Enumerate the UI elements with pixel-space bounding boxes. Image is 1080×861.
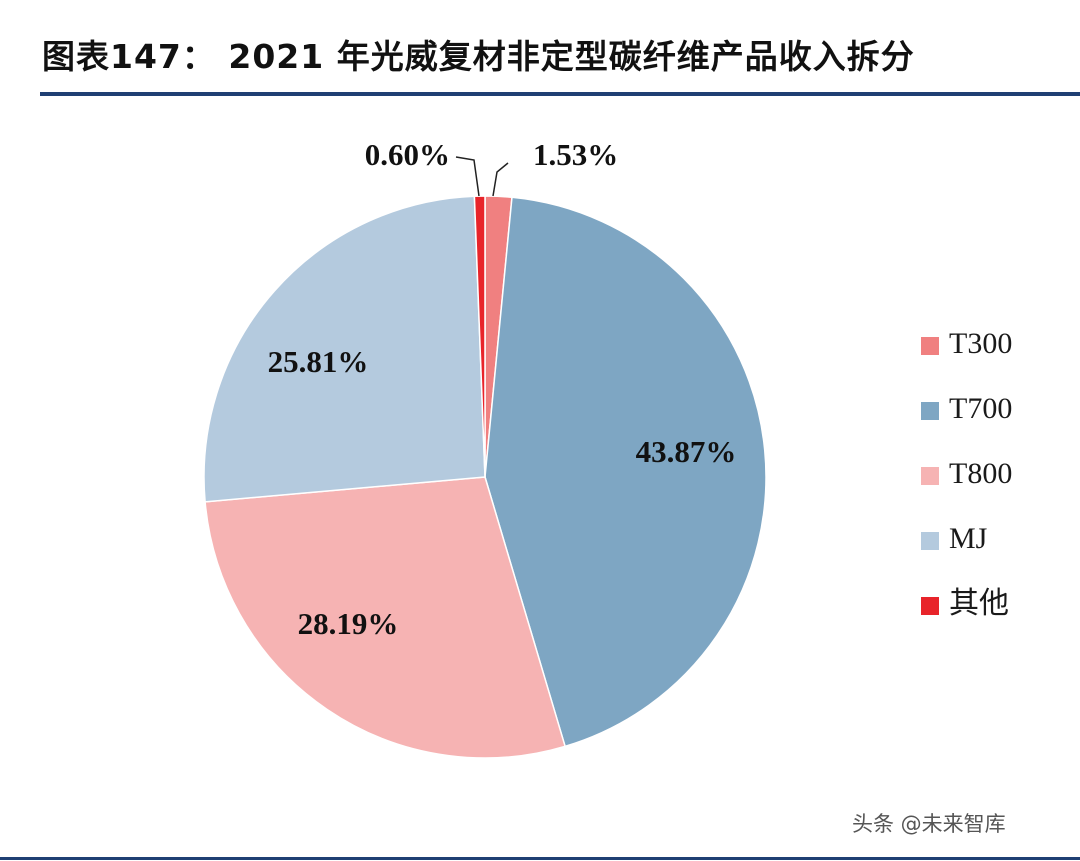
pie-slices	[203, 195, 767, 759]
legend-label-其他: 其他	[949, 587, 1009, 620]
title-underline	[40, 92, 1080, 96]
pie-slice-其他	[473, 195, 486, 478]
legend-label-T800: T800	[949, 457, 1012, 490]
bottom-rule	[0, 857, 1080, 860]
data-label-其他: 0.60%	[365, 137, 450, 172]
legend-swatch-T800	[921, 467, 939, 485]
data-label-T800: 28.19%	[298, 606, 399, 641]
data-label-MJ: 25.81%	[268, 344, 369, 379]
legend-swatch-MJ	[921, 532, 939, 550]
watermark-text: 头条 @未来智库	[852, 812, 1006, 836]
data-label-T300: 1.53%	[533, 137, 618, 172]
legend-label-T700: T700	[949, 392, 1012, 425]
pie-slice-T800	[204, 476, 567, 759]
pie-slice-MJ	[203, 195, 486, 503]
leader-line-T300	[492, 162, 509, 197]
data-label-T700: 43.87%	[636, 434, 737, 469]
chart-title: 图表147： 2021 年光威复材非定型碳纤维产品收入拆分	[42, 37, 915, 76]
legend-label-T300: T300	[949, 327, 1012, 360]
legend-label-MJ: MJ	[949, 522, 988, 555]
legend-swatch-T300	[921, 337, 939, 355]
legend: T300 T700 T800 MJ 其他	[921, 327, 1012, 620]
legend-swatch-T700	[921, 402, 939, 420]
legend-swatch-其他	[921, 597, 939, 615]
data-labels: 1.53% 43.87% 28.19% 25.81% 0.60%	[268, 137, 737, 641]
leader-lines	[455, 156, 509, 197]
leader-line-其他	[455, 156, 480, 197]
pie-slice-T700	[484, 196, 767, 748]
